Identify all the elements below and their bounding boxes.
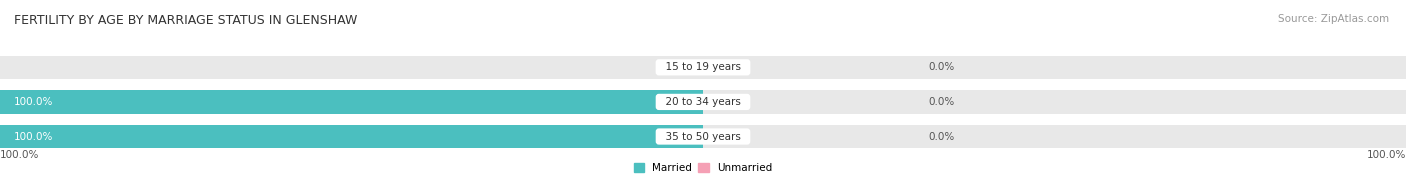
Text: Source: ZipAtlas.com: Source: ZipAtlas.com (1278, 14, 1389, 24)
Text: 100.0%: 100.0% (14, 132, 53, 142)
Text: 35 to 50 years: 35 to 50 years (659, 132, 747, 142)
Bar (0, 56, 1406, 79)
Bar (0, 90, 703, 114)
Bar (0, 125, 1406, 148)
Text: 0.0%: 0.0% (928, 62, 955, 72)
Text: 100.0%: 100.0% (14, 97, 53, 107)
Text: 15 to 19 years: 15 to 19 years (659, 62, 747, 72)
Text: FERTILITY BY AGE BY MARRIAGE STATUS IN GLENSHAW: FERTILITY BY AGE BY MARRIAGE STATUS IN G… (14, 14, 357, 27)
Bar (0, 125, 703, 148)
Text: 100.0%: 100.0% (1367, 150, 1406, 160)
Text: 0.0%: 0.0% (928, 97, 955, 107)
Text: 0.0%: 0.0% (928, 132, 955, 142)
Text: 100.0%: 100.0% (0, 150, 39, 160)
Text: 20 to 34 years: 20 to 34 years (659, 97, 747, 107)
Bar (0, 90, 1406, 114)
Legend: Married, Unmarried: Married, Unmarried (634, 163, 772, 173)
